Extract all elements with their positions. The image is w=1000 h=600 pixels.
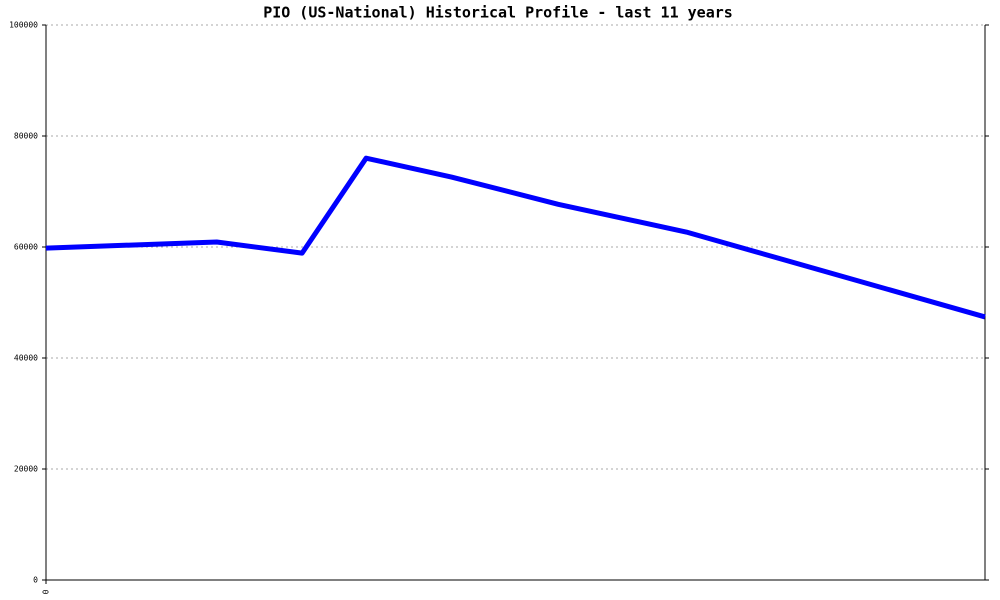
y-tick-label: 20000: [14, 465, 38, 474]
data-line: [45, 155, 986, 320]
chart-title: PIO (US-National) Historical Profile - l…: [263, 4, 733, 22]
x-tick-label: 0: [42, 589, 51, 594]
y-tick-label: 0: [33, 576, 38, 585]
y-tick-label: 80000: [14, 132, 38, 141]
y-tick-label: 60000: [14, 243, 38, 252]
y-tick-label: 40000: [14, 354, 38, 363]
y-tick-label: 100000: [9, 21, 38, 30]
